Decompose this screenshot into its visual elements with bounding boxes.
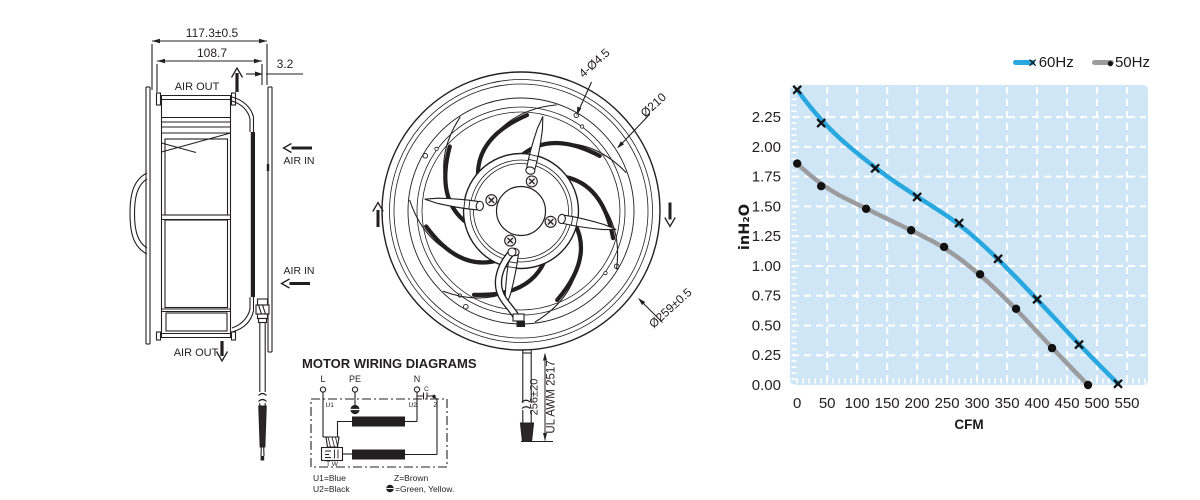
legend-u2-color: U2=Black — [313, 484, 350, 494]
dim-total-depth: 117.3±0.5 — [186, 26, 239, 40]
svg-text:450: 450 — [1055, 395, 1080, 412]
air-out-top-label: AIR OUT — [175, 81, 220, 93]
front-view-drawing: 4-Ø4.5 Ø210 Ø259±0.5 — [372, 45, 695, 443]
wire-u1-label: U1 — [326, 402, 335, 409]
svg-text:1.00: 1.00 — [752, 258, 781, 275]
air-out-bottom-label: AIR OUT — [174, 347, 219, 359]
side-view-drawing: 117.3±0.5 108.7 3.2 AIR OUT — [129, 26, 315, 461]
legend-pe-color: =Green, Yellow. — [395, 484, 454, 494]
svg-text:50: 50 — [819, 395, 836, 412]
legend-50hz-label: 50Hz — [1114, 54, 1150, 71]
50hz-line-swatch — [1091, 60, 1114, 65]
air-in-bottom-label: AIR IN — [284, 265, 315, 277]
svg-text:150: 150 — [875, 395, 900, 412]
performance-chart: 0 50 100 150 200 250 300 350 400 450 500 550 0.00 0.2… — [730, 40, 1200, 450]
cable-spec-label: UL AWM 2517 — [546, 360, 558, 433]
hub-screws — [485, 175, 557, 247]
svg-text:1.50: 1.50 — [752, 198, 781, 215]
technical-drawings: 117.3±0.5 108.7 3.2 AIR OUT — [129, 26, 695, 494]
svg-text:0.50: 0.50 — [752, 317, 781, 334]
svg-text:200: 200 — [905, 395, 930, 412]
legend-u1-color: U1=Blue — [313, 473, 346, 483]
legend-60hz-label: 60Hz — [1038, 54, 1074, 71]
dim-impeller-diameter: Ø210 — [638, 90, 669, 120]
svg-text:100: 100 — [845, 395, 870, 412]
lead-wire — [519, 350, 553, 443]
thermal-tw-label: T W — [326, 461, 339, 468]
legend-z-color: Z=Brown — [394, 473, 429, 483]
impeller-blades — [409, 104, 627, 323]
motor-wiring-diagram: MOTOR WIRING DIAGRAMS L PE N C U1 U2 Z — [302, 356, 477, 494]
dim-cable-length: 256±20 — [529, 379, 541, 416]
svg-text:350: 350 — [995, 395, 1020, 412]
x-axis-title: CFM — [954, 417, 984, 432]
svg-text:250: 250 — [935, 395, 960, 412]
dim-outer-diameter: Ø259±0.5 — [646, 285, 695, 331]
svg-text:2.25: 2.25 — [752, 109, 781, 126]
svg-text:300: 300 — [965, 395, 990, 412]
terminal-l-label: L — [320, 374, 325, 384]
wire-u2-label: U2 — [409, 402, 418, 409]
svg-text:0.25: 0.25 — [752, 347, 781, 364]
terminal-pe-label: PE — [349, 374, 361, 384]
svg-text:1.25: 1.25 — [752, 228, 781, 245]
60hz-line-swatch — [1012, 60, 1035, 65]
x-marker-icon: ✕ — [1027, 55, 1038, 70]
chart-plot-area: 0 50 100 150 200 250 300 350 400 450 500 550 0.00 0.2… — [752, 84, 1148, 412]
svg-text:0: 0 — [793, 395, 801, 412]
terminal-c-label: C — [424, 386, 429, 393]
wiring-title: MOTOR WIRING DIAGRAMS — [302, 356, 477, 371]
chart-legend: ✕ 60Hz ● 50Hz — [1012, 54, 1150, 71]
terminal-n-label: N — [414, 374, 421, 384]
dim-wall-thickness: 3.2 — [277, 57, 294, 71]
svg-text:0.00: 0.00 — [752, 377, 781, 394]
wire-z-label: Z — [434, 402, 438, 409]
air-in-top-label: AIR IN — [284, 155, 315, 167]
y-axis-title: inH₂O — [737, 203, 753, 251]
dim-mounting-holes: 4-Ø4.5 — [576, 45, 613, 80]
legend-item-50hz: ● 50Hz — [1091, 54, 1150, 71]
motor-hub — [462, 152, 580, 270]
legend-item-60hz: ✕ 60Hz — [1012, 54, 1074, 71]
svg-text:0.75: 0.75 — [752, 288, 781, 305]
svg-text:500: 500 — [1085, 395, 1110, 412]
svg-text:1.75: 1.75 — [752, 169, 781, 186]
dim-inner-depth: 108.7 — [197, 46, 227, 60]
svg-text:400: 400 — [1025, 395, 1050, 412]
impeller-struts — [424, 116, 617, 307]
svg-text:550: 550 — [1114, 395, 1139, 412]
svg-text:2.00: 2.00 — [752, 139, 781, 156]
dot-marker-icon: ● — [1106, 55, 1114, 70]
